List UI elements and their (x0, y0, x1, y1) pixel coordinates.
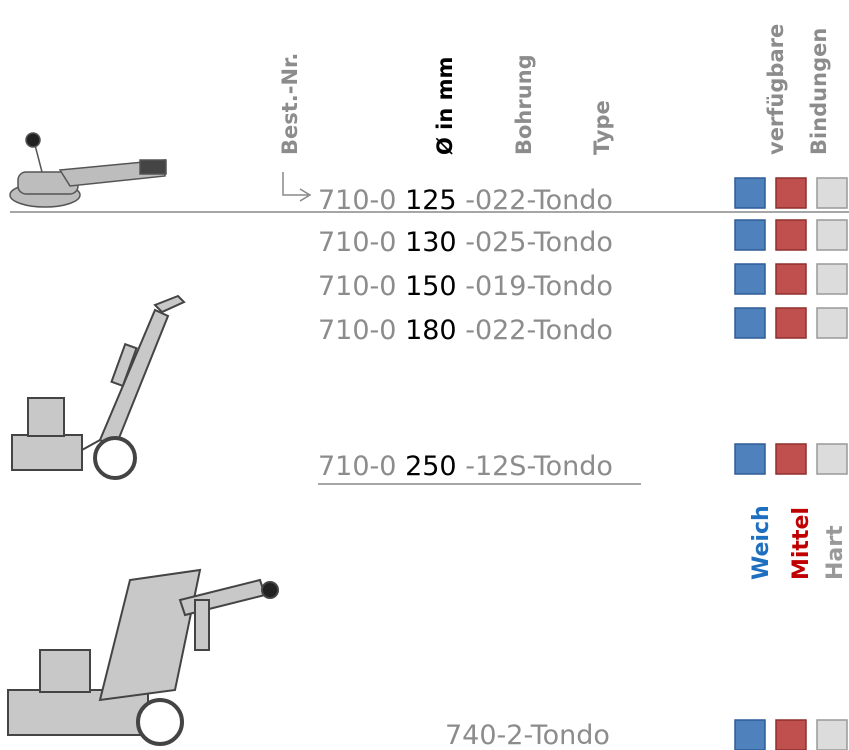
row-code: 710-0 125 -022-Tondo (318, 185, 613, 216)
legend-label: Hart (823, 525, 848, 580)
prefix: 710-0 (318, 271, 396, 302)
diameter: 180 (405, 315, 457, 346)
binding-square (816, 719, 848, 750)
binding-square (734, 307, 766, 339)
binding-square (775, 263, 807, 295)
suffix: -022-Tondo (465, 185, 613, 216)
row-code: 710-0 150 -019-Tondo (318, 271, 613, 302)
binding-square (775, 177, 807, 209)
header: Type (590, 100, 614, 155)
binding-square (734, 443, 766, 475)
header: Bohrung (512, 54, 536, 155)
suffix: -025-Tondo (465, 227, 613, 258)
binding-square (734, 719, 766, 750)
header: Best.-Nr. (278, 53, 302, 155)
row-code: 710-0 130 -025-Tondo (318, 227, 613, 258)
binding-square (816, 443, 848, 475)
binding-square (816, 177, 848, 209)
row-code: 740-2-Tondo (445, 720, 610, 750)
binding-square (734, 263, 766, 295)
binding-square (775, 307, 807, 339)
binding-square (734, 219, 766, 251)
header: Ø in mm (433, 57, 457, 155)
binding-square (775, 443, 807, 475)
illustration-floor-grinder-large (7, 568, 279, 746)
illustration-hand-sander (9, 132, 167, 208)
diameter: 150 (405, 271, 457, 302)
diameter: 125 (405, 185, 457, 216)
header: Bindungen (807, 28, 831, 155)
binding-square (775, 219, 807, 251)
prefix: 710-0 (318, 185, 396, 216)
legend-label: Mittel (789, 507, 814, 580)
header: verfügbare (764, 24, 788, 155)
diameter: 130 (405, 227, 457, 258)
binding-square (775, 719, 807, 750)
row-code: 710-0 250 -12S-Tondo (318, 451, 613, 482)
prefix: 710-0 (318, 227, 396, 258)
suffix: -019-Tondo (465, 271, 613, 302)
binding-square (816, 307, 848, 339)
prefix: 710-0 (318, 315, 396, 346)
legend-label: Weich (749, 505, 774, 580)
illustration-floor-grinder-small (11, 294, 186, 480)
binding-square (816, 219, 848, 251)
arrow (282, 172, 312, 202)
diameter: 250 (405, 451, 457, 482)
suffix: -022-Tondo (465, 315, 613, 346)
prefix: 710-0 (318, 451, 396, 482)
binding-square (816, 263, 848, 295)
suffix: -12S-Tondo (465, 451, 613, 482)
binding-square (734, 177, 766, 209)
row-code: 710-0 180 -022-Tondo (318, 315, 613, 346)
